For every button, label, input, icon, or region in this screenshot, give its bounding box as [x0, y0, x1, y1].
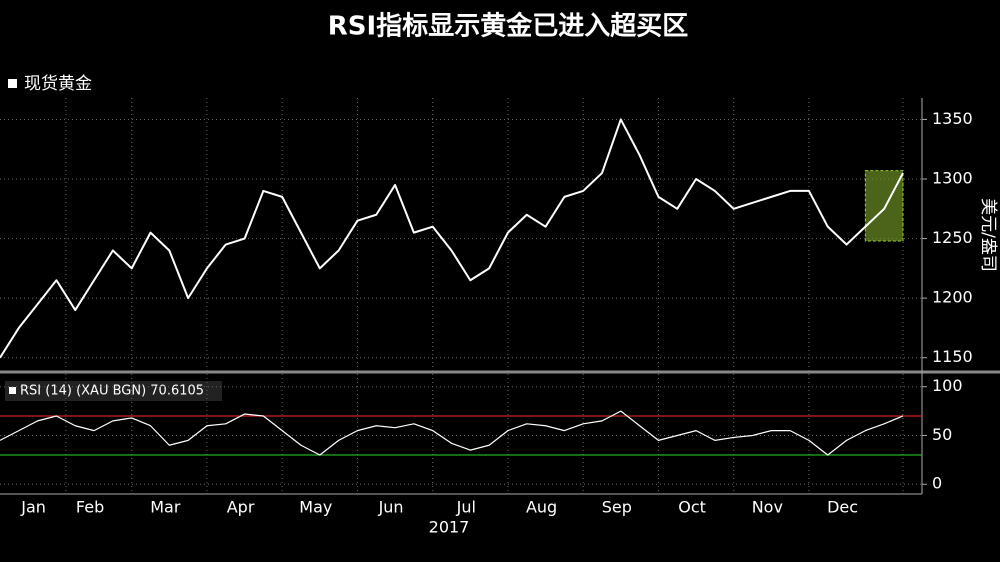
x-axis-label: 2017 [429, 518, 470, 537]
legend-label: 现货黄金 [24, 74, 92, 94]
y-tick-label: 50 [932, 425, 952, 444]
y-tick-label: 1200 [932, 288, 973, 307]
x-tick-label: Aug [526, 498, 557, 517]
y-axis-label: 美元/盎司 [978, 198, 998, 272]
legend-swatch [9, 387, 16, 394]
x-tick-label: Jul [456, 498, 476, 517]
y-tick-label: 0 [932, 474, 942, 493]
chart-title: RSI指标显示黄金已进入超买区 [328, 11, 688, 42]
highlight-box [864, 170, 904, 242]
x-tick-label: Sep [602, 498, 632, 517]
x-tick-label: Dec [827, 498, 858, 517]
y-tick-label: 100 [932, 376, 963, 395]
x-tick-label: Feb [76, 498, 104, 517]
x-tick-label: May [299, 498, 332, 517]
x-tick-label: Apr [227, 498, 255, 517]
y-tick-label: 1250 [932, 228, 973, 247]
legend-swatch [8, 79, 17, 88]
y-tick-label: 1350 [932, 109, 973, 128]
x-tick-label: Nov [752, 498, 783, 517]
y-tick-label: 1150 [932, 347, 973, 366]
y-tick-label: 1300 [932, 169, 973, 188]
price-line [0, 118, 904, 359]
x-tick-label: Mar [150, 498, 181, 517]
legend-label: RSI (14) (XAU BGN) 70.6105 [20, 384, 204, 399]
x-tick-label: Jan [20, 498, 46, 517]
x-tick-label: Jun [378, 498, 404, 517]
price-line [0, 410, 904, 456]
rsi-legend-bg [5, 381, 222, 401]
x-tick-label: Oct [678, 498, 706, 517]
